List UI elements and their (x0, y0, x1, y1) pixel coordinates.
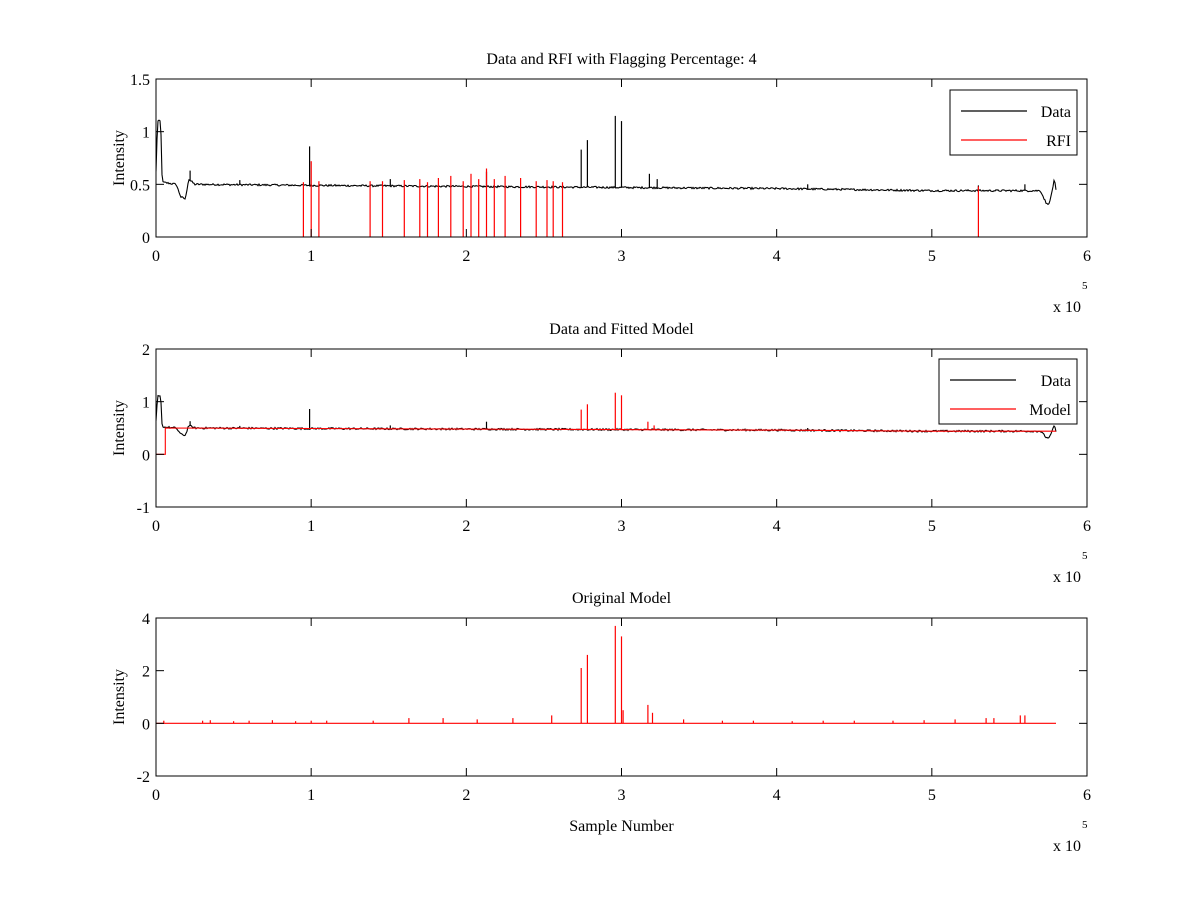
x-tick-label: 0 (152, 518, 160, 535)
x-tick-label: 2 (462, 787, 470, 804)
y-tick-label: -1 (137, 500, 150, 517)
legend-entry: Model (1029, 402, 1071, 419)
y-tick-label: 1 (142, 395, 150, 412)
x-tick-label: 6 (1083, 787, 1091, 804)
y-tick-label: 4 (142, 611, 150, 628)
y-tick-label: 1.5 (130, 72, 150, 89)
x-exponent-power: 5 (1082, 280, 1088, 292)
x-exponent-label: x 10 (1053, 299, 1081, 316)
y-axis-label: Intensity (111, 130, 128, 186)
subplot-1: 0 1 2 3 4 5 6 0 0.5 1 1.5 Data and RFI with Flaggin… (111, 51, 1091, 316)
x-tick-label: 6 (1083, 248, 1091, 265)
y-axis-label: Intensity (111, 669, 128, 725)
x-tick-label: 4 (773, 787, 781, 804)
x-exponent-label: x 10 (1053, 838, 1081, 855)
y-axis-label: Intensity (111, 400, 128, 456)
legend: Data Model (938, 358, 1078, 425)
y-tick-label: 0 (142, 716, 150, 733)
x-tick-label: 3 (618, 248, 626, 265)
x-axis-label: Sample Number (569, 818, 674, 835)
x-tick-label: 5 (928, 248, 936, 265)
legend-entry: RFI (1046, 133, 1071, 150)
x-tick-label: 1 (307, 518, 315, 535)
x-tick-label: 1 (307, 248, 315, 265)
subplot-title: Original Model (572, 590, 672, 607)
y-tick-label: 0.5 (130, 177, 150, 194)
legend-box (949, 89, 1078, 156)
x-tick-label: 3 (618, 518, 626, 535)
legend: Data RFI (949, 89, 1078, 156)
subplot-title: Data and RFI with Flagging Percentage: 4 (486, 51, 756, 68)
x-tick-label: 5 (928, 518, 936, 535)
x-tick-label: 2 (462, 248, 470, 265)
x-tick-label: 1 (307, 787, 315, 804)
series-group (156, 625, 1056, 724)
subplot-title: Data and Fitted Model (549, 321, 694, 338)
x-tick-label: 2 (462, 518, 470, 535)
series-data-line (156, 119, 1057, 206)
y-tick-label: 2 (142, 664, 150, 681)
y-tick-label: 2 (142, 342, 150, 359)
legend-entry: Data (1041, 373, 1071, 390)
series-model-line (156, 427, 1056, 455)
series-group (156, 115, 1057, 237)
x-exponent-power: 5 (1082, 819, 1088, 831)
y-tick-label: 0 (142, 447, 150, 464)
y-tick-label: 1 (142, 125, 150, 142)
x-tick-label: 6 (1083, 518, 1091, 535)
x-exponent-label: x 10 (1053, 569, 1081, 586)
x-exponent-power: 5 (1082, 550, 1088, 562)
x-tick-label: 5 (928, 787, 936, 804)
x-tick-label: 4 (773, 248, 781, 265)
legend-entry: Data (1041, 104, 1071, 121)
series-group (156, 392, 1057, 455)
legend-box (938, 358, 1078, 425)
x-tick-label: 0 (152, 248, 160, 265)
x-tick-label: 3 (618, 787, 626, 804)
y-tick-label: -2 (137, 769, 150, 786)
y-tick-label: 0 (142, 230, 150, 247)
x-tick-label: 4 (773, 518, 781, 535)
x-tick-label: 0 (152, 787, 160, 804)
